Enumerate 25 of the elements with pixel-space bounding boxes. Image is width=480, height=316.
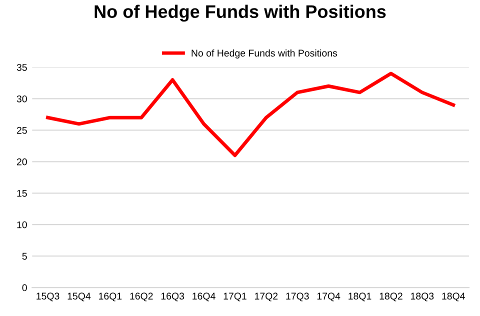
x-tick-label: 16Q2 — [130, 292, 153, 302]
y-tick-label: 15 — [17, 190, 27, 197]
x-tick-label: 17Q3 — [286, 292, 309, 302]
x-tick-label: 18Q4 — [442, 292, 465, 302]
x-tick-label: 18Q3 — [411, 292, 434, 302]
legend-label: No of Hedge Funds with Positions — [192, 49, 338, 58]
y-tick-label: 5 — [22, 252, 27, 260]
x-tick-label: 18Q1 — [348, 292, 372, 302]
x-tick-label: 17Q4 — [317, 292, 340, 302]
x-tick-label: 16Q3 — [161, 292, 184, 302]
y-tick-label: 30 — [16, 95, 27, 102]
x-tick-label: 17Q2 — [255, 292, 278, 302]
chart-title: No of Hedge Funds with Positions — [94, 4, 386, 22]
y-tick-label: 25 — [16, 126, 27, 134]
y-tick-label: 0 — [22, 284, 27, 292]
x-tick-label: 15Q3 — [36, 292, 60, 302]
x-tick-label: 18Q2 — [380, 292, 402, 302]
y-tick-label: 20 — [16, 158, 27, 166]
x-tick-label: 15Q4 — [68, 292, 91, 302]
y-tick-label: 10 — [17, 221, 27, 228]
y-tick-label: 35 — [16, 64, 27, 71]
x-tick-label: 17Q1 — [224, 292, 246, 302]
x-tick-label: 16Q4 — [192, 292, 216, 302]
x-tick-label: 16Q1 — [99, 292, 122, 302]
line-series — [46, 72, 456, 158]
